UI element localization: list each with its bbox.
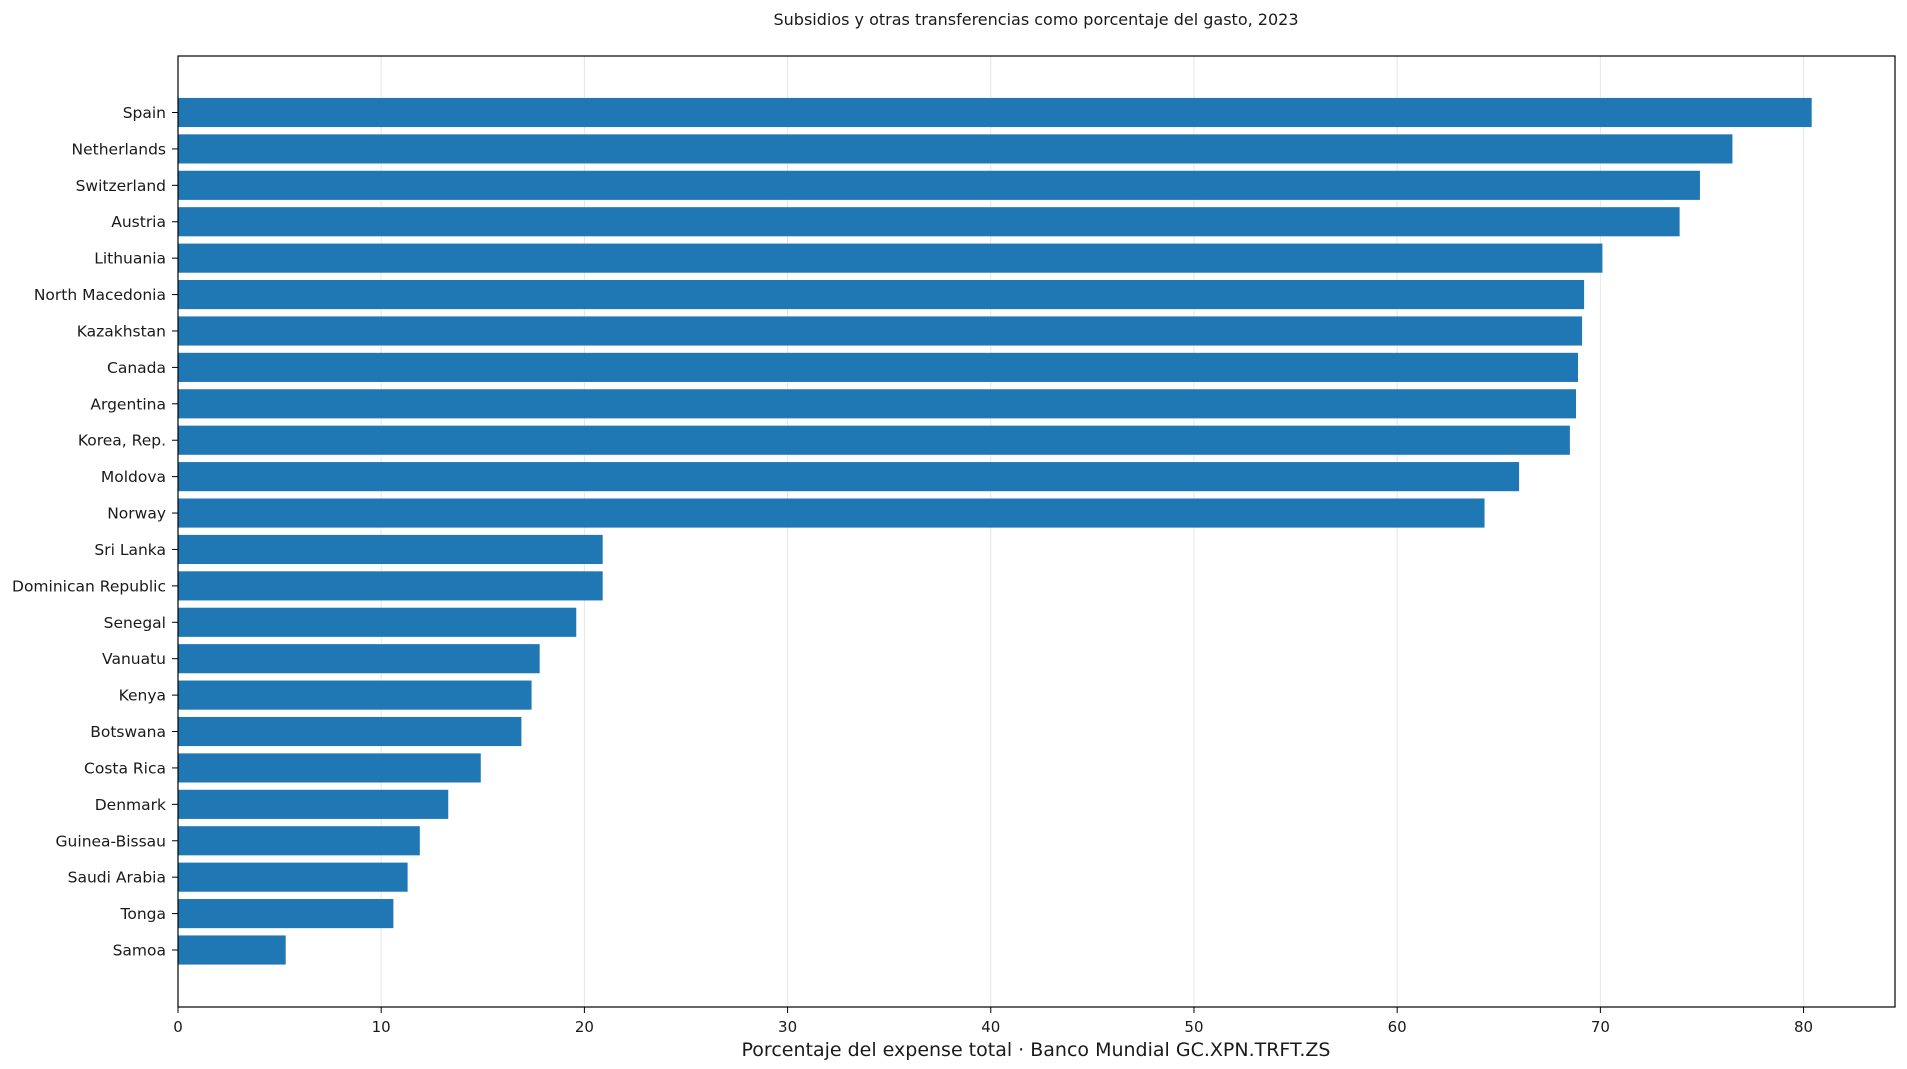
y-category-label: Lithuania <box>94 250 166 268</box>
bar-sri-lanka <box>178 534 603 565</box>
bar-denmark <box>178 789 449 819</box>
x-tick-label: 40 <box>981 1018 1000 1036</box>
y-category-label: Norway <box>107 505 166 523</box>
bar-senegal <box>178 607 577 637</box>
y-category-label: Austria <box>111 213 166 231</box>
bars <box>178 97 1812 965</box>
x-axis-label: Porcentaje del expense total · Banco Mun… <box>742 1039 1331 1061</box>
y-category-label: Moldova <box>101 468 166 486</box>
x-tick-label: 0 <box>173 1018 183 1036</box>
x-tick-label: 30 <box>778 1018 797 1036</box>
bar-vanuatu <box>178 644 540 674</box>
y-category-label: Botswana <box>90 723 166 741</box>
y-category-label: Argentina <box>90 395 166 413</box>
bar-north-macedonia <box>178 280 1585 310</box>
y-category-label: Samoa <box>113 942 166 960</box>
x-tick-label: 10 <box>372 1018 391 1036</box>
y-category-label: Kazakhstan <box>77 322 166 340</box>
y-category-label: North Macedonia <box>34 286 166 304</box>
y-category-label: Sri Lanka <box>94 541 166 559</box>
y-category-label: Switzerland <box>76 177 166 195</box>
x-tick-label: 60 <box>1388 1018 1407 1036</box>
y-category-label: Korea, Rep. <box>78 432 166 450</box>
y-category-label: Tonga <box>120 905 166 923</box>
bar-samoa <box>178 935 286 965</box>
bar-moldova <box>178 462 1520 492</box>
y-category-label: Netherlands <box>72 140 166 158</box>
x-tick-label: 80 <box>1794 1018 1813 1036</box>
chart-title: Subsidios y otras transferencias como po… <box>774 10 1299 29</box>
bar-guinea-bissau <box>178 826 420 856</box>
y-category-label: Kenya <box>119 687 166 705</box>
bar-tonga <box>178 899 394 929</box>
bar-canada <box>178 352 1579 382</box>
bar-norway <box>178 498 1485 528</box>
x-tick-label: 50 <box>1184 1018 1203 1036</box>
x-tick-label: 70 <box>1591 1018 1610 1036</box>
y-category-label: Senegal <box>104 614 166 632</box>
y-category-label: Spain <box>123 104 166 122</box>
y-category-label: Canada <box>107 359 166 377</box>
x-axis-ticks: 0 10 20 30 40 50 60 70 80 <box>173 1007 1813 1036</box>
bar-dominican-republic <box>178 571 603 601</box>
bar-austria <box>178 207 1680 237</box>
y-axis-ticks: Spain Netherlands Switzerland Austria Lithua… <box>12 104 178 960</box>
bar-netherlands <box>178 134 1733 164</box>
y-category-label: Guinea-Bissau <box>56 832 166 850</box>
plot-frame <box>177 55 1896 1008</box>
bar-botswana <box>178 716 522 747</box>
bar-kazakhstan <box>178 316 1583 346</box>
bar-argentina <box>178 389 1576 419</box>
bar-lithuania <box>178 243 1603 273</box>
y-category-label: Vanuatu <box>102 650 166 668</box>
bar-saudi-arabia <box>178 862 408 892</box>
y-category-label: Denmark <box>95 796 166 814</box>
bar-costa-rica <box>178 753 481 783</box>
y-category-label: Costa Rica <box>84 759 166 777</box>
bar-kenya <box>178 680 532 710</box>
bar-switzerland <box>178 170 1700 200</box>
y-category-label: Saudi Arabia <box>68 869 166 887</box>
y-category-label: Dominican Republic <box>12 577 166 595</box>
bar-korea-rep <box>178 425 1570 455</box>
x-tick-label: 20 <box>575 1018 594 1036</box>
bar-spain <box>178 97 1812 128</box>
